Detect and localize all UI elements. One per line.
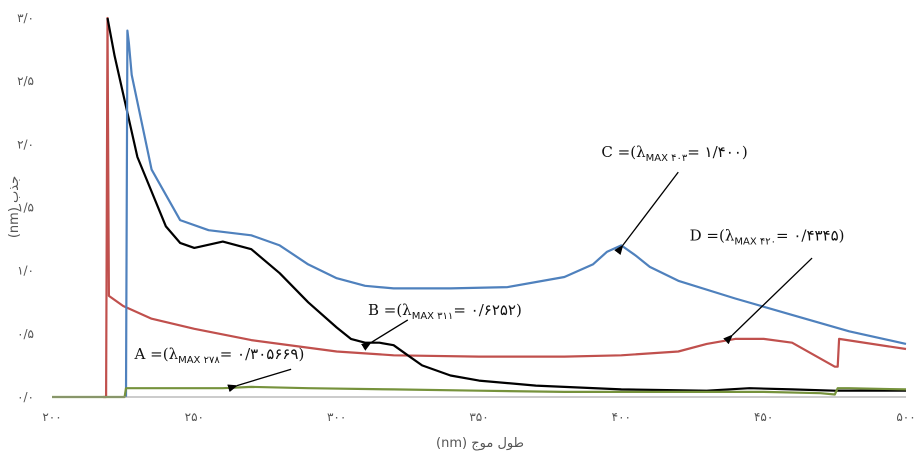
y-tick-label: ۰/۰: [17, 390, 34, 404]
annotations: A =(λMAX ۲۷۸= ۰/۳۰۵۶۶۹) B =(λMAX ۳۱۱= ۰/۶…: [134, 143, 845, 393]
series-layer: [52, 16, 907, 399]
series-line-4: [52, 385, 907, 399]
x-tick-label: ۴۰۰: [612, 410, 631, 424]
y-tick-labels: ۰/۰ ۰/۵ ۱/۰ ۱/۵ ۲/۰ ۲/۵ ۳/۰: [17, 11, 34, 404]
x-tick-label: ۴۵۰: [754, 410, 773, 424]
annotation-d: D =(λMAX ۴۲۰= ۰/۴۳۴۵): [690, 226, 845, 345]
y-tick-label: ۳/۰: [17, 11, 34, 25]
y-tick-label: ۱/۵: [17, 201, 34, 215]
x-tick-label: ۳۵۰: [469, 410, 488, 424]
y-tick-label: ۲/۵: [17, 74, 34, 88]
x-tick-labels: ۲۰۰ ۲۵۰ ۳۰۰ ۳۵۰ ۴۰۰ ۴۵۰ ۵۰۰: [42, 410, 915, 424]
annotation-label: A =(λMAX ۲۷۸= ۰/۳۰۵۶۶۹): [134, 345, 305, 366]
annotation-b: B =(λMAX ۳۱۱= ۰/۶۲۵۲): [361, 301, 522, 351]
annotation-arrow: [723, 257, 813, 345]
annotation-label: D =(λMAX ۴۲۰= ۰/۴۳۴۵): [690, 226, 845, 247]
y-tick-label: ۱/۰: [17, 264, 34, 278]
annotation-arrow: [227, 368, 292, 393]
annotation-label: C =(λMAX ۴۰۳= ۱/۴۰۰): [601, 143, 747, 164]
annotation-c: C =(λMAX ۴۰۳= ۱/۴۰۰): [601, 143, 748, 255]
y-axis-title: جذب (nm): [7, 176, 22, 238]
x-tick-label: ۵۰۰: [896, 410, 915, 424]
x-tick-label: ۳۰۰: [327, 410, 346, 424]
annotation-label: B =(λMAX ۳۱۱= ۰/۶۲۵۲): [368, 301, 522, 322]
annotation-arrow: [614, 171, 679, 255]
y-tick-label: ۰/۵: [17, 327, 34, 341]
y-tick-label: ۲/۰: [17, 137, 34, 151]
series-line-1: [103, 16, 907, 399]
x-tick-label: ۲۵۰: [185, 410, 204, 424]
series-line-2: [106, 17, 906, 392]
annotation-a: A =(λMAX ۲۷۸= ۰/۳۰۵۶۶۹): [134, 345, 305, 393]
series-line-3: [124, 29, 907, 398]
annotation-arrow: [361, 319, 409, 351]
x-axis-title: طول موج (nm): [436, 436, 524, 451]
x-tick-label: ۲۰۰: [42, 410, 61, 424]
